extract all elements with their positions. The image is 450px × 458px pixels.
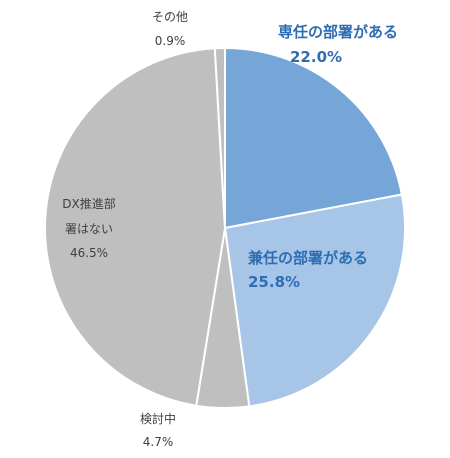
slice-value-considering: 4.7%: [143, 435, 174, 449]
pie-labels: 専任の部署がある 22.0% 兼任の部署がある 25.8% 検討中 4.7% D…: [62, 10, 398, 449]
slice-other: [213, 46, 226, 229]
slice-label-considering: 検討中: [140, 411, 176, 426]
slice-dedicated: [224, 46, 404, 230]
slice-concurrent: [223, 193, 406, 408]
slice-value-other: 0.9%: [155, 34, 186, 48]
slice-value-none: 46.5%: [70, 246, 108, 260]
slice-label-none-line2: 署はない: [65, 222, 113, 236]
pie-slices: [44, 46, 406, 409]
slice-label-none-line1: DX推進部: [62, 196, 115, 211]
slice-label-other: その他: [152, 10, 188, 24]
slice-value-dedicated: 22.0%: [290, 48, 342, 66]
slice-none: [44, 47, 227, 407]
slice-label-concurrent: 兼任の部署がある: [248, 249, 368, 267]
slice-label-dedicated: 専任の部署がある: [278, 23, 398, 41]
slice-value-concurrent: 25.8%: [248, 273, 300, 291]
